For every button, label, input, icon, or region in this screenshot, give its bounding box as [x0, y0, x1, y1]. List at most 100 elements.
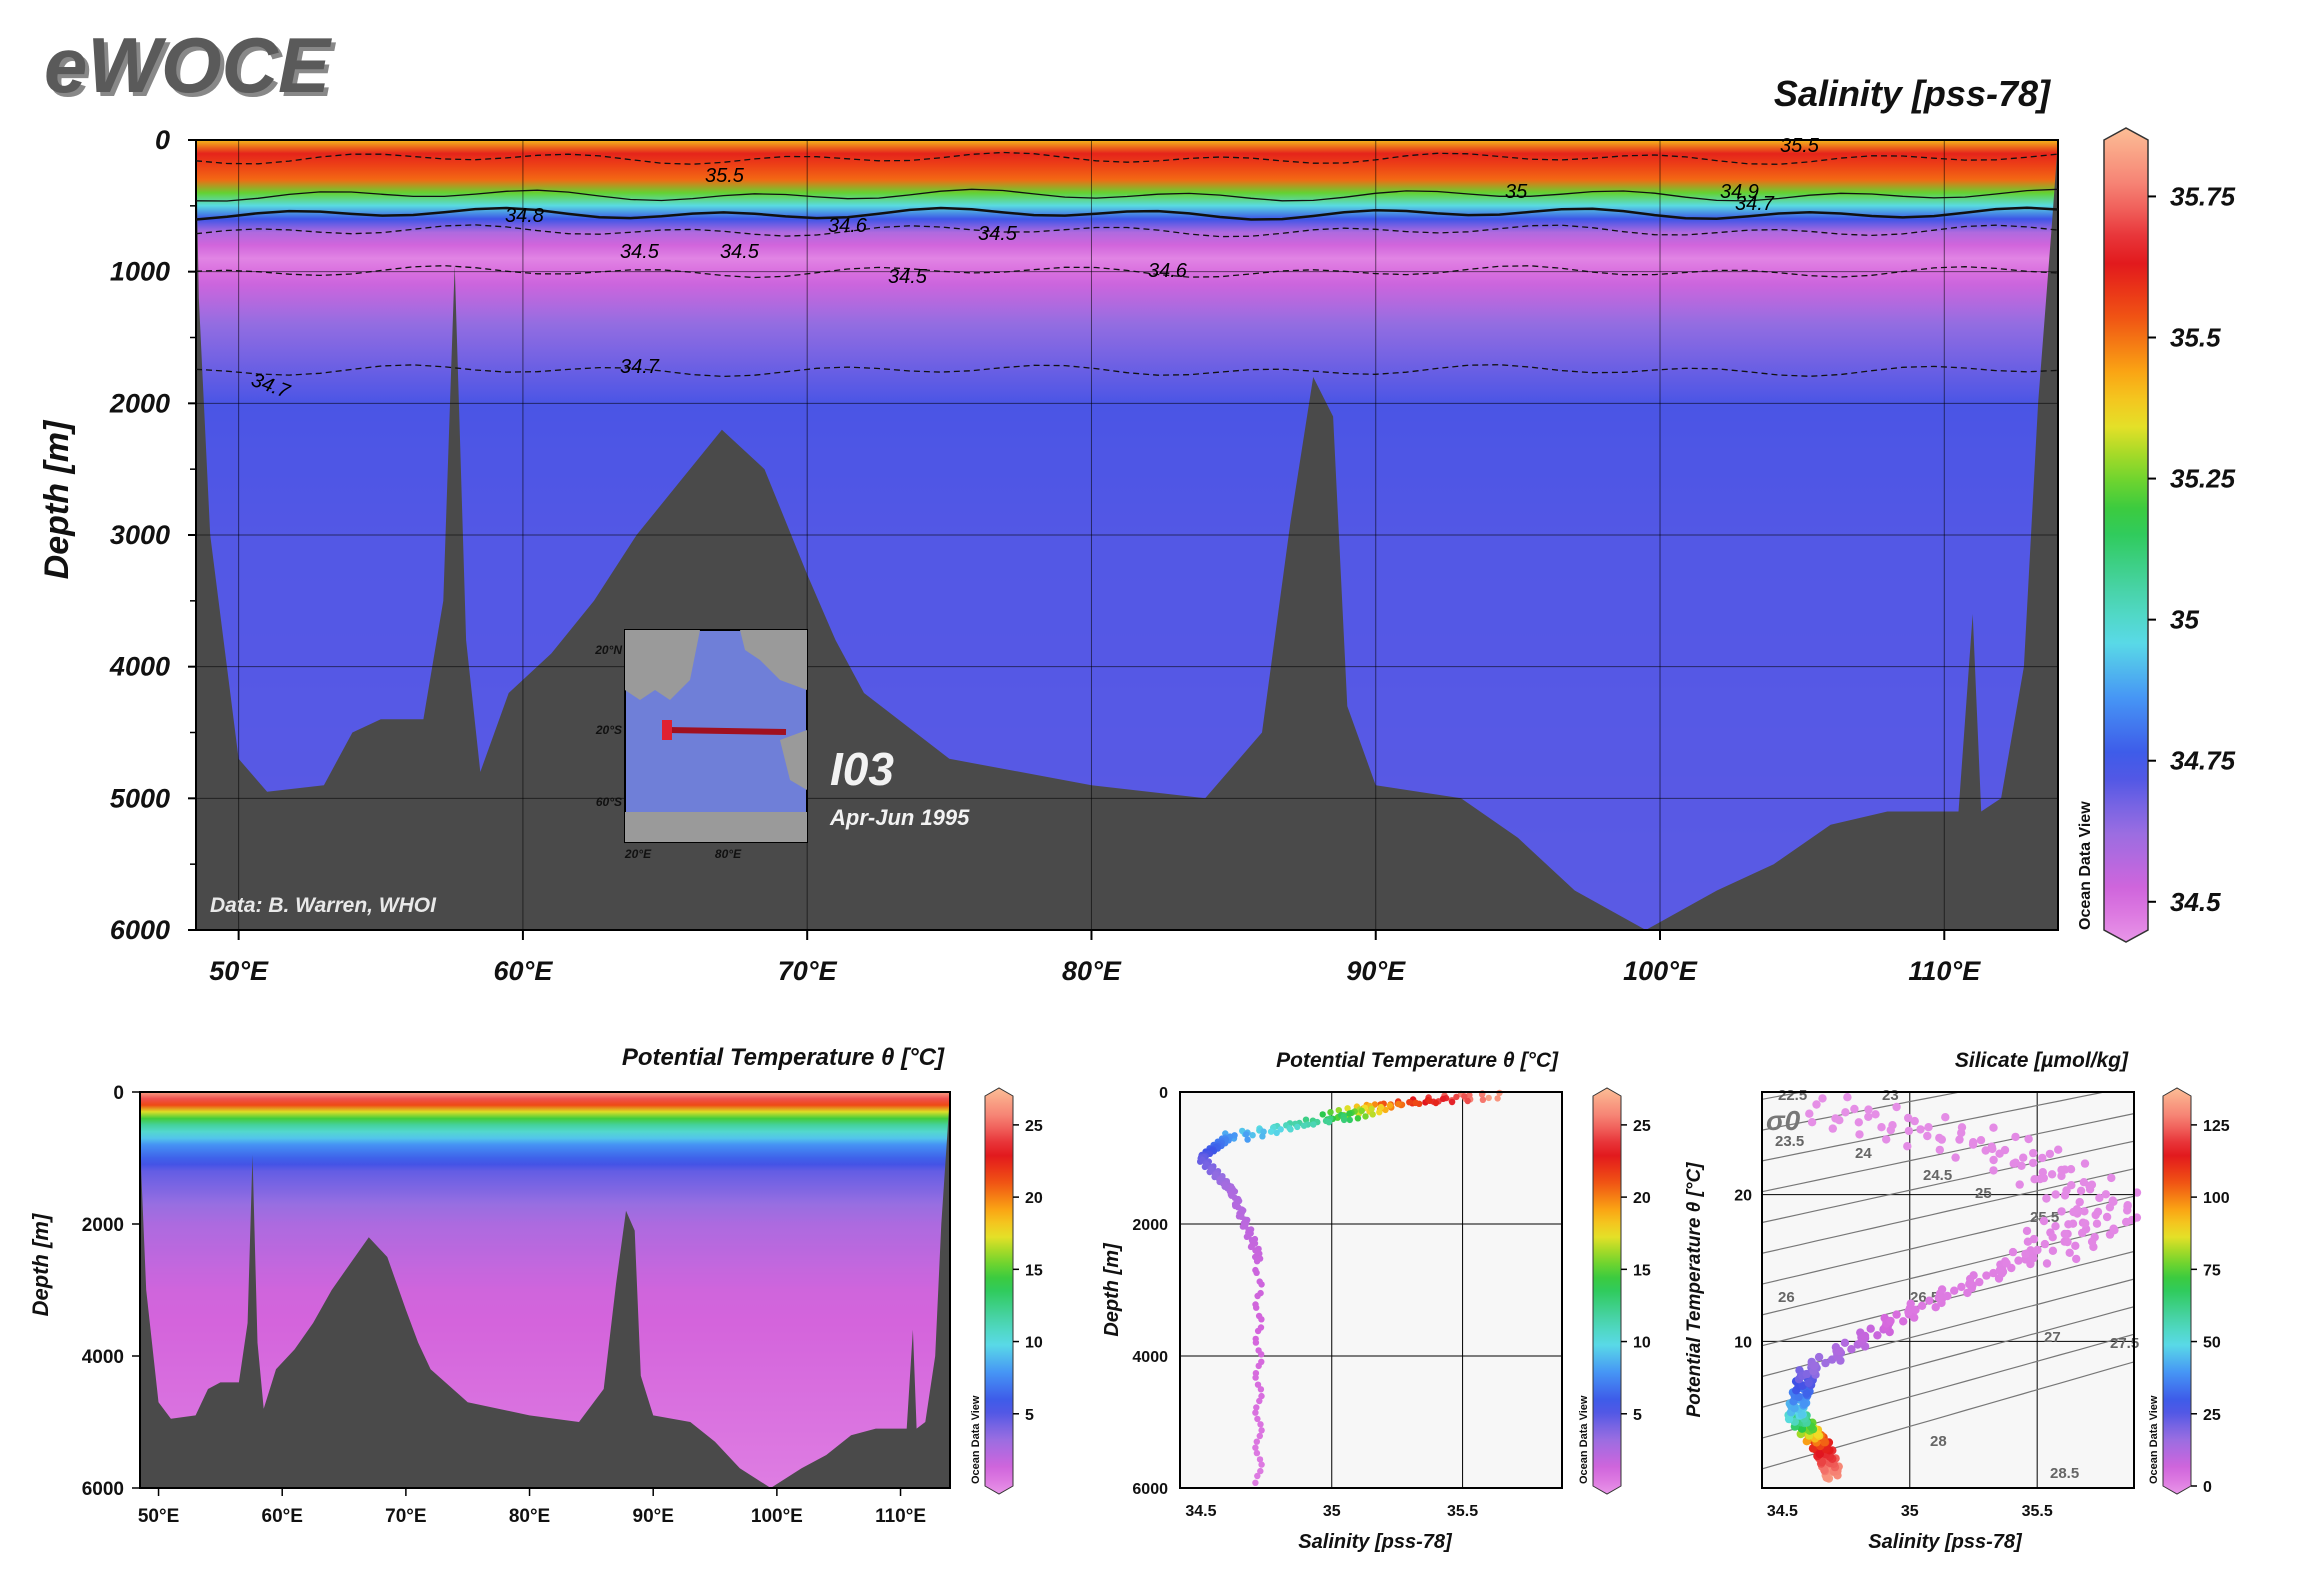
ts-colorbar: 125 100 75 50 25 0 Ocean Data View: [2148, 1087, 2230, 1496]
colorbar-body: [984, 1087, 1014, 1495]
data-point: [2048, 1233, 2057, 1242]
colorbar-tick-label: 125: [2203, 1118, 2230, 1135]
x-tick-label: 90°E: [1346, 956, 1406, 986]
data-point: [1256, 1432, 1264, 1440]
data-point: [2101, 1190, 2111, 1199]
x-tick-label: 50°E: [209, 956, 269, 986]
data-point: [1325, 1119, 1333, 1126]
data-point: [1252, 1339, 1260, 1346]
data-point: [2002, 1259, 2011, 1268]
data-point: [1989, 1166, 1998, 1175]
data-point: [2047, 1170, 2057, 1179]
data-point: [1982, 1271, 1991, 1280]
data-point: [1461, 1093, 1468, 1100]
colorbar-tick-label: 25: [1025, 1118, 1043, 1135]
data-point: [1817, 1457, 1827, 1467]
data-point: [2092, 1219, 2102, 1228]
isopycnal-label: 23: [1882, 1087, 1899, 1104]
colorbar-tick-label: 34.5: [2170, 887, 2221, 917]
data-point: [1864, 1105, 1873, 1114]
isopycnal: [1762, 1223, 2134, 1316]
data-point: [2072, 1205, 2082, 1214]
data-point: [2075, 1197, 2084, 1207]
data-point: [1395, 1100, 1402, 1108]
data-point: [2051, 1190, 2060, 1199]
x-tick-label: 35: [1323, 1503, 1341, 1520]
isohaline-contour: [195, 206, 2059, 221]
data-point: [2060, 1165, 2070, 1174]
data-point: [1981, 1146, 1990, 1155]
data-point: [2017, 1161, 2026, 1171]
data-point: [1242, 1131, 1250, 1138]
data-point: [1814, 1352, 1824, 1362]
data-point: [1258, 1392, 1265, 1400]
odv-watermark: Ocean Data View: [2077, 801, 2094, 930]
contour-label: 34.6: [1148, 260, 1188, 282]
data-point: [1904, 1113, 1913, 1123]
contour-label: 34.5: [978, 223, 1018, 245]
data-point: [2063, 1237, 2072, 1247]
data-point: [1873, 1331, 1882, 1340]
data-point: [1406, 1099, 1413, 1106]
profile-title: Potential Temperature θ [°C]: [1276, 1049, 1559, 1072]
x-tick-label: 34.5: [1767, 1503, 1798, 1520]
data-point: [2066, 1165, 2076, 1174]
y-tick-label: 0: [1159, 1085, 1168, 1102]
colorbar-body: [1592, 1087, 1622, 1495]
inset-cruise-track: [667, 727, 787, 735]
colorbar-tick-label: 20: [1633, 1190, 1651, 1207]
data-point: [1386, 1102, 1394, 1109]
x-tick-label: 90°E: [633, 1506, 674, 1527]
isopycnal: [1762, 1333, 2134, 1439]
contour-label: 34.9: [1720, 181, 1759, 203]
data-point: [1253, 1258, 1261, 1265]
colorbar-tick-label: 5: [1633, 1407, 1642, 1424]
contour-label: 34.6: [828, 215, 868, 237]
isohaline-contour: [195, 151, 2059, 165]
plot-frame: [1761, 1091, 2135, 1489]
data-point: [2039, 1216, 2049, 1226]
data-point: [1815, 1449, 1825, 1459]
data-point: [1249, 1132, 1256, 1139]
data-point: [1910, 1116, 1919, 1126]
x-tick-label: 35.5: [1447, 1503, 1478, 1520]
data-point: [1254, 1415, 1261, 1423]
data-point: [1335, 1107, 1343, 1114]
data-point: [1886, 1316, 1895, 1326]
data-point: [1917, 1301, 1927, 1311]
y-tick-label: 6000: [82, 1479, 124, 1500]
data-point: [2072, 1254, 2081, 1264]
data-point: [1258, 1427, 1265, 1434]
data-point: [1453, 1093, 1460, 1101]
data-point: [1258, 1281, 1265, 1288]
data-point: [1892, 1102, 1901, 1112]
data-point: [1207, 1166, 1215, 1173]
data-point: [2040, 1239, 2050, 1249]
colorbar-body: [2103, 127, 2149, 943]
isopycnal-label: 26: [1778, 1289, 1795, 1306]
data-point: [1911, 1305, 1920, 1315]
data-point: [1843, 1093, 1852, 1102]
logo-shadow: eWOCE: [48, 25, 336, 113]
data-point: [1904, 1308, 1913, 1317]
data-point: [1344, 1105, 1351, 1112]
data-point: [2087, 1237, 2097, 1246]
inset-tick-label: 20°E: [624, 847, 652, 861]
data-point: [1253, 1304, 1260, 1311]
isopycnal-label: 24: [1855, 1145, 1872, 1162]
data-point: [1968, 1140, 1978, 1149]
data-point: [1340, 1116, 1348, 1124]
data-point: [1784, 1414, 1794, 1424]
data-point: [1847, 1345, 1856, 1354]
data-point: [1255, 1362, 1262, 1370]
plot-background: [1180, 1092, 1562, 1488]
data-point: [2057, 1207, 2066, 1216]
data-point: [1466, 1091, 1473, 1099]
isohaline-contour: [195, 265, 2059, 279]
profile-xlabel: Salinity [pss-78]: [1298, 1531, 1453, 1553]
data-point: [1957, 1282, 1966, 1292]
x-tick-label: 100°E: [751, 1506, 803, 1527]
data-point: [1369, 1111, 1376, 1118]
data-point: [2033, 1245, 2042, 1255]
data-point: [2022, 1226, 2032, 1236]
